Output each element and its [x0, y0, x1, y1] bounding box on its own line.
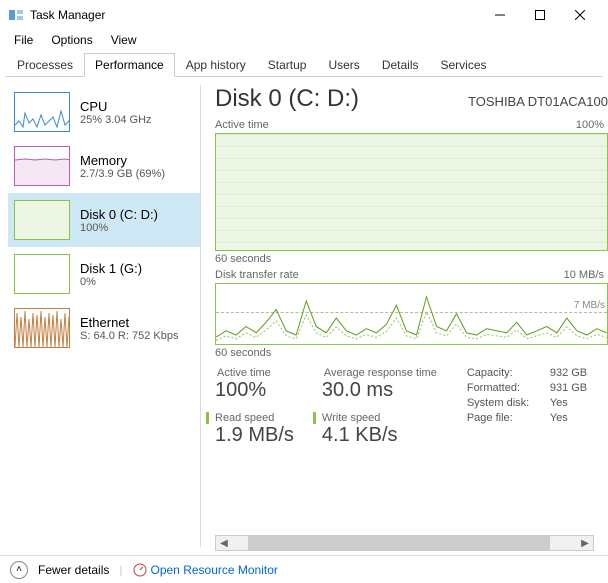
content: CPU25% 3.04 GHz Memory2.7/3.9 GB (69%) D… — [0, 77, 608, 555]
disk1-thumb — [14, 254, 70, 294]
disk-properties: Capacity: 932 GB Formatted: 931 GB System … — [467, 367, 587, 447]
close-button[interactable] — [560, 0, 600, 30]
sidebar-item-disk0[interactable]: Disk 0 (C: D:)100% — [8, 193, 200, 247]
stat-value: 1.9 MB/s — [215, 424, 294, 447]
chart2-bottom-left: 60 seconds — [215, 347, 271, 359]
sidebar-item-sub: 0% — [80, 276, 142, 288]
chevron-up-icon[interactable]: ˄ — [10, 561, 28, 579]
sidebar-item-ethernet[interactable]: EthernetS: 64.0 R: 752 Kbps — [8, 301, 200, 355]
chart2-top-left: Disk transfer rate — [215, 269, 299, 281]
minimize-button[interactable] — [480, 0, 520, 30]
stat-value: 30.0 ms — [322, 379, 437, 402]
scrollbar-thumb[interactable] — [248, 536, 550, 550]
sidebar-item-label: Memory — [80, 153, 165, 168]
tab-services[interactable]: Services — [430, 53, 498, 77]
sidebar-item-label: Disk 1 (G:) — [80, 261, 142, 276]
tab-app-history[interactable]: App history — [175, 53, 257, 77]
memory-thumb — [14, 146, 70, 186]
stat-label: Read speed — [206, 412, 294, 424]
page-title: Disk 0 (C: D:) — [215, 85, 359, 113]
transfer-rate-chart: 7 MB/s — [215, 283, 608, 345]
taskmanager-icon — [8, 7, 24, 23]
tab-performance[interactable]: Performance — [84, 53, 175, 77]
sidebar-item-sub: S: 64.0 R: 752 Kbps — [80, 330, 178, 342]
prop-val: Yes — [550, 397, 568, 409]
prop-val: Yes — [550, 412, 568, 424]
prop-key: System disk: — [467, 397, 542, 409]
fewer-details-link[interactable]: Fewer details — [38, 563, 109, 577]
menu-file[interactable]: File — [6, 31, 41, 49]
sidebar-item-label: Ethernet — [80, 315, 178, 330]
sidebar-item-cpu[interactable]: CPU25% 3.04 GHz — [8, 85, 200, 139]
scroll-right-icon[interactable]: ▶ — [577, 538, 593, 549]
footer: ˄ Fewer details | Open Resource Monitor — [0, 555, 608, 583]
stat-label: Write speed — [313, 412, 437, 424]
disk-model: TOSHIBA DT01ACA100 — [468, 94, 608, 109]
stat-label: Average response time — [322, 367, 437, 379]
window-title: Task Manager — [30, 8, 480, 22]
sidebar-item-sub: 100% — [80, 222, 158, 234]
sidebar-item-disk1[interactable]: Disk 1 (G:)0% — [8, 247, 200, 301]
prop-key: Page file: — [467, 412, 542, 424]
horizontal-scrollbar[interactable]: ◀ ▶ — [215, 535, 594, 551]
titlebar: Task Manager — [0, 0, 608, 30]
prop-key: Formatted: — [467, 382, 542, 394]
sidebar-item-label: CPU — [80, 99, 152, 114]
prop-val: 932 GB — [550, 367, 587, 379]
tab-users[interactable]: Users — [317, 53, 370, 77]
disk0-thumb — [14, 200, 70, 240]
resource-monitor-icon — [133, 563, 147, 577]
tabs: Processes Performance App history Startu… — [6, 52, 602, 77]
resource-monitor-link[interactable]: Open Resource Monitor — [133, 563, 278, 577]
chart1-top-right: 100% — [576, 119, 604, 131]
menu-options[interactable]: Options — [43, 31, 100, 49]
tab-processes[interactable]: Processes — [6, 53, 84, 77]
prop-val: 931 GB — [550, 382, 587, 394]
ethernet-thumb — [14, 308, 70, 348]
sidebar-item-label: Disk 0 (C: D:) — [80, 207, 158, 222]
stat-value: 4.1 KB/s — [322, 424, 437, 447]
scroll-left-icon[interactable]: ◀ — [216, 538, 232, 549]
tab-startup[interactable]: Startup — [257, 53, 318, 77]
sidebar-item-sub: 2.7/3.9 GB (69%) — [80, 168, 165, 180]
main-panel: Disk 0 (C: D:) TOSHIBA DT01ACA100 Active… — [201, 77, 608, 555]
menu-view[interactable]: View — [103, 31, 145, 49]
sidebar-item-memory[interactable]: Memory2.7/3.9 GB (69%) — [8, 139, 200, 193]
cpu-thumb — [14, 92, 70, 132]
sidebar-item-sub: 25% 3.04 GHz — [80, 114, 152, 126]
stat-label: Active time — [215, 367, 294, 379]
tab-details[interactable]: Details — [371, 53, 430, 77]
sidebar: CPU25% 3.04 GHz Memory2.7/3.9 GB (69%) D… — [0, 77, 200, 555]
chart1-bottom-left: 60 seconds — [215, 253, 271, 265]
stats: Active time100% Average response time30.… — [215, 367, 608, 447]
menubar: File Options View — [0, 30, 608, 50]
maximize-button[interactable] — [520, 0, 560, 30]
stat-value: 100% — [215, 379, 294, 402]
chart1-top-left: Active time — [215, 119, 269, 131]
prop-key: Capacity: — [467, 367, 542, 379]
active-time-chart — [215, 133, 608, 251]
chart2-top-right: 10 MB/s — [564, 269, 604, 281]
